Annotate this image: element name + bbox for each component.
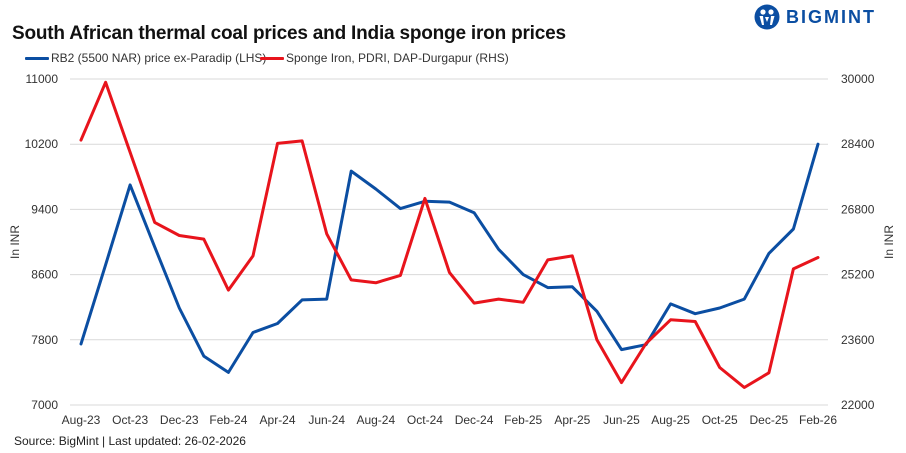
y-axis-left: 7000 7800 8600 9400 10200 11000 (25, 72, 59, 412)
bigmint-logo: BIGMINT (754, 4, 876, 30)
y-left-tick-label: 7000 (31, 398, 58, 412)
x-tick-label: Apr-24 (260, 413, 296, 427)
y-left-tick-label: 10200 (25, 137, 59, 151)
y-right-tick-label: 23600 (841, 333, 875, 347)
x-tick-label: Jun-24 (308, 413, 345, 427)
y-left-tick-label: 11000 (26, 72, 59, 86)
y-left-tick-label: 7800 (31, 333, 58, 347)
x-tick-label: Aug-24 (356, 413, 395, 427)
legend-label-sponge-iron: Sponge Iron, PDRI, DAP-Durgapur (RHS) (286, 51, 509, 65)
legend-label-rb2: RB2 (5500 NAR) price ex-Paradip (LHS) (51, 51, 267, 65)
series-line-rb2 (79, 142, 820, 374)
legend-item-sponge-iron: Sponge Iron, PDRI, DAP-Durgapur (RHS) (260, 51, 509, 65)
bigmint-logo-icon (754, 4, 780, 30)
x-tick-label: Dec-25 (750, 413, 789, 427)
y-right-tick-label: 28400 (841, 137, 875, 151)
y-right-tick-label: 22000 (841, 398, 875, 412)
x-tick-label: Dec-23 (160, 413, 199, 427)
y-right-tick-label: 30000 (841, 72, 875, 86)
x-tick-label: Apr-25 (554, 413, 590, 427)
legend-swatch-sponge-iron (260, 56, 284, 60)
x-tick-label: Jun-25 (603, 413, 640, 427)
x-axis: Aug-23 Oct-23 Dec-23 Feb-24 Apr-24 Jun-24 Aug-… (62, 413, 838, 427)
x-tick-label: Aug-23 (62, 413, 101, 427)
series-lines (79, 80, 820, 389)
x-tick-label: Feb-25 (504, 413, 542, 427)
series-line-sponge-iron (79, 80, 820, 389)
y-right-tick-label: 25200 (841, 268, 875, 282)
y-left-tick-label: 8600 (31, 268, 58, 282)
x-tick-label: Aug-25 (651, 413, 690, 427)
x-tick-label: Feb-24 (209, 413, 247, 427)
chart-title: South African thermal coal prices and In… (12, 23, 566, 44)
y-axis-right: 22000 23600 25200 26800 28400 30000 (841, 72, 875, 412)
bigmint-logo-text: BIGMINT (786, 6, 876, 27)
x-tick-label: Feb-26 (799, 413, 837, 427)
y-left-tick-label: 9400 (31, 202, 58, 216)
x-tick-label: Oct-25 (702, 413, 738, 427)
y-axis-right-label: In INR (882, 225, 896, 259)
y-right-tick-label: 26800 (841, 202, 875, 216)
legend-item-rb2: RB2 (5500 NAR) price ex-Paradip (LHS) (25, 51, 266, 65)
legend-swatch-rb2 (25, 56, 49, 60)
source-note: Source: BigMint | Last updated: 26-02-20… (14, 434, 246, 448)
x-tick-label: Oct-24 (407, 413, 443, 427)
gridlines (70, 78, 828, 406)
x-tick-label: Oct-23 (112, 413, 148, 427)
y-axis-left-label: In INR (8, 225, 22, 259)
x-tick-label: Dec-24 (455, 413, 494, 427)
